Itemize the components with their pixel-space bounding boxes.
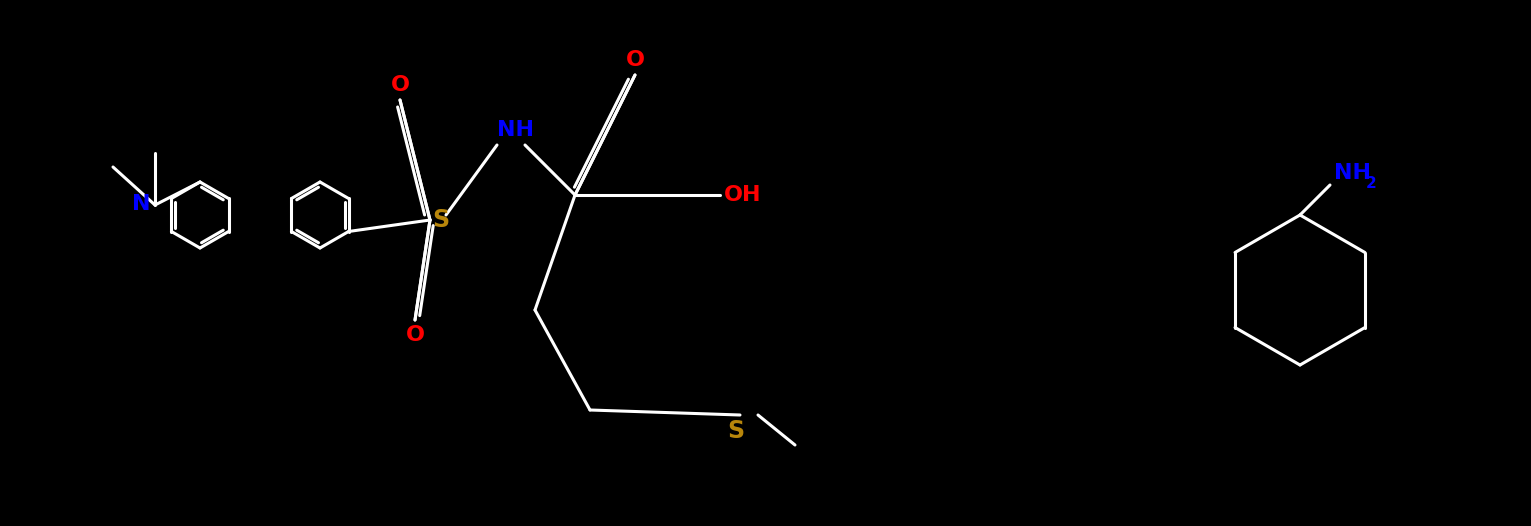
Text: 2: 2 xyxy=(1366,176,1376,191)
Text: S: S xyxy=(727,419,744,443)
Text: N: N xyxy=(133,194,152,214)
Text: NH: NH xyxy=(1334,163,1370,183)
Text: O: O xyxy=(406,325,424,345)
Text: S: S xyxy=(432,208,449,232)
Text: OH: OH xyxy=(724,185,761,205)
Text: O: O xyxy=(626,50,645,70)
Text: NH: NH xyxy=(498,120,534,140)
Text: O: O xyxy=(390,75,409,95)
